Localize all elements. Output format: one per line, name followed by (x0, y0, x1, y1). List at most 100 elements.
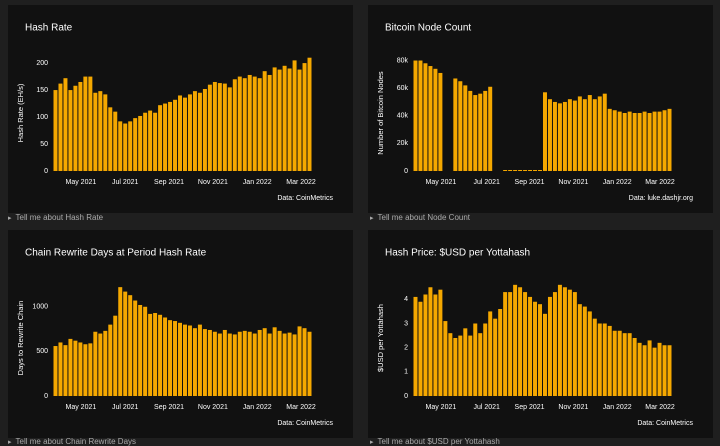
bar (187, 325, 192, 396)
bar (572, 100, 577, 171)
bar (182, 97, 187, 171)
bar (433, 294, 438, 396)
y-tick-label: 1000 (32, 304, 48, 311)
bar (538, 304, 543, 396)
bar (232, 334, 237, 396)
bar (552, 101, 557, 171)
bar (93, 92, 98, 171)
bar (63, 345, 68, 396)
bar (143, 112, 148, 171)
bar (103, 94, 108, 171)
bar (113, 315, 118, 396)
bar (277, 69, 282, 171)
bar (448, 333, 453, 396)
bar (637, 342, 642, 396)
bar (123, 291, 128, 396)
x-tick-label: Sep 2021 (154, 179, 184, 186)
bar (158, 314, 163, 396)
bar (513, 284, 518, 396)
bar (542, 92, 547, 171)
x-tick-label: Nov 2021 (198, 404, 228, 411)
bar (528, 170, 533, 171)
bar (118, 121, 123, 171)
bar (627, 111, 632, 171)
bar (267, 333, 272, 396)
bar (433, 68, 438, 171)
bar (478, 93, 483, 171)
y-tick-label: 100 (36, 114, 48, 121)
bar (657, 111, 662, 171)
link-text: Tell me about Chain Rewrite Days (15, 437, 137, 446)
bar (287, 68, 292, 171)
bar (493, 318, 498, 396)
bar (453, 78, 458, 171)
bar (178, 95, 183, 171)
bar (533, 170, 538, 171)
bar (148, 110, 153, 171)
bar (557, 103, 562, 171)
x-tick-label: Sep 2021 (154, 404, 184, 411)
bar (562, 287, 567, 396)
x-tick-label: Sep 2021 (515, 404, 545, 411)
bar (307, 331, 312, 396)
bar (582, 306, 587, 396)
bar (582, 99, 587, 171)
chart-title: Chain Rewrite Days at Period Hash Rate (25, 248, 207, 259)
bar (133, 118, 138, 171)
bar (463, 85, 468, 171)
bar (78, 81, 83, 171)
bar (488, 311, 493, 396)
bar (118, 287, 123, 396)
bar (567, 99, 572, 171)
bar (547, 99, 552, 171)
bar (227, 87, 232, 171)
bar (478, 333, 483, 396)
bar (592, 318, 597, 396)
y-tick-label: 0 (44, 168, 48, 175)
bar (202, 329, 207, 396)
bar (168, 320, 173, 396)
bar (667, 108, 672, 171)
bar (78, 342, 83, 396)
link[interactable]: ▸ Tell me about $USD per Yottahash (370, 437, 500, 446)
y-tick-label: 500 (36, 348, 48, 355)
bar (83, 76, 88, 171)
bar (88, 76, 93, 171)
bar (267, 74, 272, 171)
bar (428, 287, 433, 396)
bar (597, 323, 602, 396)
bar (647, 340, 652, 396)
bar (533, 301, 538, 396)
bar (523, 292, 528, 396)
y-tick-label: 0 (404, 393, 408, 400)
bar (418, 301, 423, 396)
bar (192, 328, 197, 396)
chart-title: Hash Price: $USD per Yottahash (385, 248, 530, 259)
bar (53, 90, 58, 171)
bar (488, 86, 493, 171)
bar (158, 105, 163, 171)
link[interactable]: ▸ Tell me about Node Count (370, 213, 471, 222)
bar (307, 57, 312, 171)
bar (247, 331, 252, 396)
bar (473, 323, 478, 396)
bar (222, 83, 227, 171)
bar (232, 79, 237, 171)
x-tick-label: May 2021 (66, 179, 97, 186)
y-tick-label: 4 (404, 296, 408, 303)
bar (227, 333, 232, 396)
bar (518, 287, 523, 396)
bar (83, 344, 88, 396)
bar (562, 101, 567, 171)
bar (523, 170, 528, 171)
bar (647, 113, 652, 171)
link[interactable]: ▸ Tell me about Chain Rewrite Days (8, 437, 137, 446)
bar (207, 84, 212, 171)
bar (168, 101, 173, 171)
y-tick-label: 60k (397, 85, 409, 92)
y-tick-label: 0 (404, 168, 408, 175)
bar (473, 95, 478, 171)
link[interactable]: ▸ Tell me about Hash Rate (8, 213, 104, 222)
